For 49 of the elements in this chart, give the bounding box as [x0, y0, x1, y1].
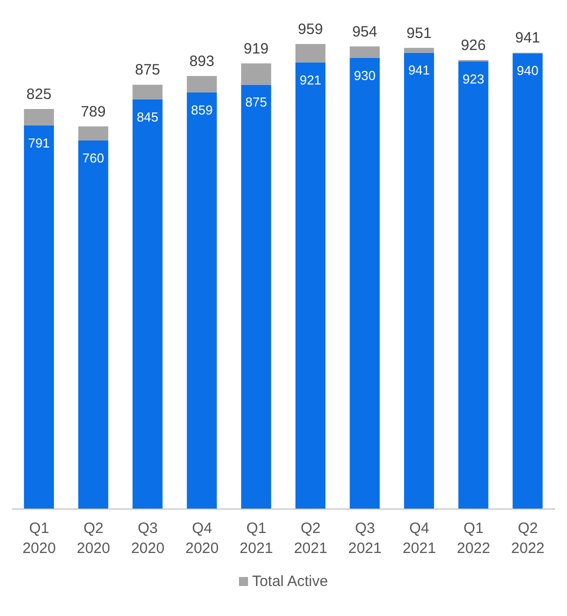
- legend-label: Total Active: [251, 573, 328, 590]
- x-tick-label: Q2 2021: [294, 520, 328, 557]
- bar: [132, 84, 163, 100]
- x-tick-label: Q1 2020: [22, 520, 56, 557]
- total-label: 919: [244, 40, 269, 58]
- bar: [295, 44, 326, 62]
- x-tick-label: Q1 2022: [456, 520, 490, 557]
- x-tick-label: Q2 2020: [76, 520, 110, 557]
- bar: [512, 53, 543, 509]
- bar: [404, 52, 434, 509]
- bar: [78, 140, 108, 509]
- bar: [350, 46, 380, 58]
- bar: [186, 76, 217, 92]
- bar: [241, 63, 272, 85]
- data-label: 940: [516, 63, 538, 78]
- data-label: 930: [354, 68, 376, 84]
- total-label: 959: [298, 21, 323, 38]
- bar: [458, 61, 488, 509]
- total-label: 789: [80, 103, 106, 120]
- data-label: 760: [82, 150, 104, 166]
- data-label: 791: [28, 135, 50, 150]
- total-label: 875: [135, 62, 160, 79]
- total-label: 951: [406, 24, 432, 42]
- bar: [404, 48, 434, 53]
- bar: [186, 92, 217, 509]
- x-tick-label: Q4 2020: [185, 520, 219, 557]
- total-label: 954: [352, 23, 378, 40]
- x-tick-label: Q3 2021: [348, 520, 382, 557]
- total-label: 893: [189, 53, 214, 70]
- bar: [295, 62, 326, 509]
- bar: [241, 84, 272, 509]
- total-label: 926: [460, 37, 486, 54]
- data-label: 923: [462, 71, 484, 86]
- data-label: 941: [408, 62, 430, 78]
- data-label: 859: [190, 102, 213, 118]
- data-label: 921: [300, 72, 322, 88]
- bar: [350, 58, 380, 509]
- bar: [24, 125, 54, 509]
- data-label: 875: [245, 94, 267, 110]
- x-tick-label: Q4 2021: [402, 520, 436, 557]
- data-label: 845: [136, 109, 158, 124]
- total-label: 825: [26, 86, 52, 103]
- x-tick-label: Q1 2021: [240, 520, 274, 557]
- total-label: 941: [515, 30, 540, 47]
- bar: [24, 108, 54, 126]
- x-tick-label: Q2 2022: [511, 520, 545, 557]
- bar: [78, 126, 108, 140]
- bar: [132, 99, 163, 509]
- x-tick-label: Q3 2020: [131, 520, 164, 557]
